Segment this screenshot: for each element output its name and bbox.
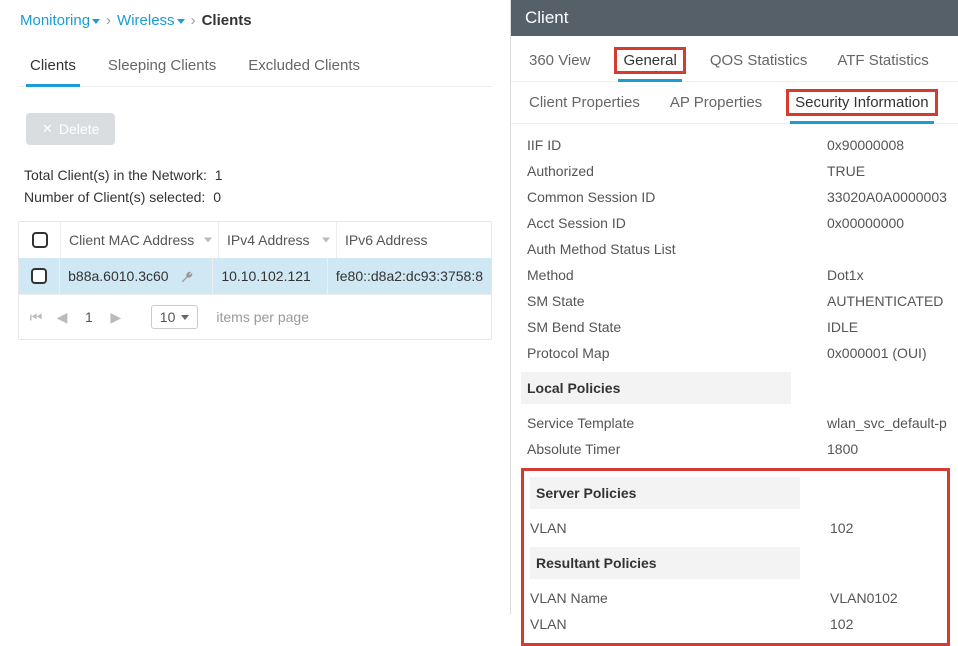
right-tab-bar: 360 View General QOS Statistics ATF Stat…: [511, 36, 958, 82]
chevron-down-icon: [177, 19, 185, 24]
highlight-marker: General: [614, 47, 685, 74]
page-first-button[interactable]: ⏮: [27, 309, 45, 326]
sort-icon: [322, 238, 330, 243]
breadcrumb-separator: ›: [191, 12, 196, 29]
prop-key: SM State: [527, 293, 827, 309]
mac-value: b88a.6010.3c60: [68, 268, 168, 284]
row-checkbox-cell[interactable]: [19, 258, 60, 294]
prop-key: Protocol Map: [527, 345, 827, 361]
header-label: Client MAC Address: [69, 232, 194, 248]
prop-key: IIF ID: [527, 137, 827, 153]
right-subtab-bar: Client Properties AP Properties Security…: [511, 82, 958, 124]
prop-value: [827, 241, 950, 257]
subtab-client-properties[interactable]: Client Properties: [527, 88, 642, 123]
prop-value: 102: [830, 616, 941, 632]
tab-excluded-clients[interactable]: Excluded Clients: [244, 47, 364, 86]
left-tab-bar: Clients Sleeping Clients Excluded Client…: [18, 47, 492, 87]
tab-360view[interactable]: 360 View: [527, 46, 592, 81]
prop-key: VLAN Name: [530, 590, 830, 606]
prop-value: 102: [830, 520, 941, 536]
cell-ipv4: 10.10.102.121: [213, 258, 328, 294]
prop-value: Dot1x: [827, 267, 950, 283]
selected-clients-value: 0: [213, 189, 221, 205]
prop-value: AUTHENTICATED: [827, 293, 950, 309]
tab-general[interactable]: General: [618, 46, 681, 81]
page-number: 1: [85, 309, 93, 325]
chevron-down-icon: [181, 315, 189, 320]
page-size-value: 10: [160, 309, 176, 325]
highlight-marker: Security Information: [786, 89, 937, 116]
breadcrumb-wireless[interactable]: Wireless: [117, 12, 185, 29]
breadcrumb-link-label: Wireless: [117, 12, 175, 29]
breadcrumb-separator: ›: [106, 12, 111, 29]
page-next-button[interactable]: ▶: [107, 309, 125, 326]
page-prev-button[interactable]: ◀: [53, 309, 71, 326]
prop-key: SM Bend State: [527, 319, 827, 335]
prop-key: Method: [527, 267, 827, 283]
prop-value: VLAN0102: [830, 590, 941, 606]
prop-value: 0x000001 (OUI): [827, 345, 950, 361]
subtab-ap-properties[interactable]: AP Properties: [668, 88, 764, 123]
header-ipv6[interactable]: IPv6 Address: [337, 222, 491, 258]
wrench-icon[interactable]: [180, 270, 194, 284]
tab-sleeping-clients[interactable]: Sleeping Clients: [104, 47, 220, 86]
tab-clients[interactable]: Clients: [26, 47, 80, 86]
prop-key: Service Template: [527, 415, 827, 431]
prop-value: wlan_svc_default-p: [827, 415, 950, 431]
header-mac[interactable]: Client MAC Address: [61, 222, 219, 258]
prop-key: Auth Method Status List: [527, 241, 827, 257]
security-properties: IIF ID0x90000008 AuthorizedTRUE Common S…: [511, 124, 958, 646]
tab-qos-statistics[interactable]: QOS Statistics: [708, 46, 810, 81]
breadcrumb-link-label: Monitoring: [20, 12, 90, 29]
items-per-page-label: items per page: [216, 309, 309, 325]
prop-value: IDLE: [827, 319, 950, 335]
delete-button[interactable]: ✕ Delete: [26, 113, 115, 145]
cell-mac: b88a.6010.3c60: [60, 258, 213, 294]
header-checkbox-cell[interactable]: [19, 222, 61, 258]
prop-key: Absolute Timer: [527, 441, 827, 457]
prop-key: VLAN: [530, 520, 830, 536]
left-panel: Monitoring › Wireless › Clients Clients …: [0, 0, 510, 614]
prop-key: Common Session ID: [527, 189, 827, 205]
breadcrumb: Monitoring › Wireless › Clients: [18, 12, 492, 29]
delete-button-label: Delete: [59, 121, 99, 137]
prop-value: TRUE: [827, 163, 950, 179]
tab-atf-statistics[interactable]: ATF Statistics: [835, 46, 930, 81]
header-label: IPv6 Address: [345, 232, 428, 248]
header-label: IPv4 Address: [227, 232, 310, 248]
total-clients-label: Total Client(s) in the Network:: [24, 167, 207, 183]
section-local-policies: Local Policies: [521, 372, 791, 404]
prop-key: Acct Session ID: [527, 215, 827, 231]
table-pagination: ⏮ ◀ 1 ▶ 10 items per page: [19, 294, 491, 339]
section-server-policies: Server Policies: [530, 477, 800, 509]
prop-value: 0x00000000: [827, 215, 950, 231]
header-ipv4[interactable]: IPv4 Address: [219, 222, 337, 258]
summary-block: Total Client(s) in the Network: 1 Number…: [24, 167, 492, 205]
clients-table: Client MAC Address IPv4 Address IPv6 Add…: [18, 221, 492, 340]
prop-value: 0x90000008: [827, 137, 950, 153]
page-size-select[interactable]: 10: [151, 305, 199, 329]
prop-key: VLAN: [530, 616, 830, 632]
select-all-checkbox[interactable]: [32, 232, 48, 248]
chevron-down-icon: [92, 19, 100, 24]
row-checkbox[interactable]: [31, 268, 47, 284]
prop-value: 1800: [827, 441, 950, 457]
panel-title: Client: [511, 0, 958, 36]
prop-key: Authorized: [527, 163, 827, 179]
breadcrumb-current: Clients: [202, 12, 252, 29]
subtab-security-information[interactable]: Security Information: [790, 88, 933, 123]
right-panel: Client 360 View General QOS Statistics A…: [510, 0, 958, 614]
cell-ipv6: fe80::d8a2:dc93:3758:8: [328, 258, 491, 294]
prop-value: 33020A0A0000003: [827, 189, 950, 205]
breadcrumb-monitoring[interactable]: Monitoring: [20, 12, 100, 29]
selected-clients-label: Number of Client(s) selected:: [24, 189, 205, 205]
close-icon: ✕: [42, 121, 53, 137]
sort-icon: [204, 238, 212, 243]
table-row[interactable]: b88a.6010.3c60 10.10.102.121 fe80::d8a2:…: [19, 258, 491, 294]
highlight-block-policies: Server Policies VLAN102 Resultant Polici…: [521, 468, 950, 646]
section-resultant-policies: Resultant Policies: [530, 547, 800, 579]
total-clients-value: 1: [215, 167, 223, 183]
table-header-row: Client MAC Address IPv4 Address IPv6 Add…: [19, 222, 491, 258]
